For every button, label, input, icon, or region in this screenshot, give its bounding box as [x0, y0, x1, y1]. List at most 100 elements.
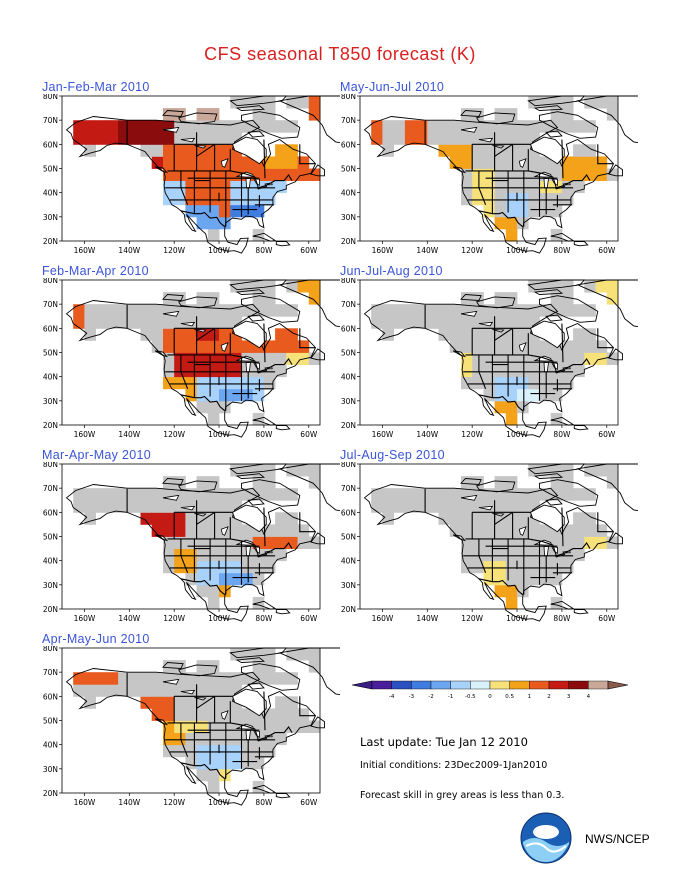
- grid-cell: [539, 572, 552, 586]
- legend-label: 4: [587, 694, 591, 700]
- grid-cell: [404, 304, 417, 317]
- grid-cell: [207, 388, 220, 402]
- lon-tick-label: 100W: [506, 430, 528, 439]
- grid-cell: [550, 560, 563, 574]
- grid-cell: [528, 316, 540, 329]
- grid-cell: [263, 304, 276, 317]
- grid-cell: [550, 292, 563, 305]
- lat-tick-label: 60N: [43, 140, 58, 149]
- grid-cell: [196, 132, 209, 145]
- grid-cell: [494, 400, 507, 414]
- border: [561, 139, 564, 179]
- grid-cell: [505, 132, 518, 145]
- coastline: [178, 112, 218, 125]
- grid-cell: [219, 144, 231, 157]
- grid-cell: [174, 708, 186, 721]
- grid-cell: [494, 524, 507, 537]
- grid-cell: [241, 340, 254, 353]
- grid-cell: [174, 352, 186, 365]
- lat-tick-label: 30N: [341, 213, 356, 222]
- grid-cell: [472, 352, 484, 365]
- grid-cell: [174, 536, 186, 549]
- grid-cell: [584, 352, 596, 365]
- lat-tick-label: 60N: [43, 508, 58, 517]
- legend-swatch: [548, 680, 569, 690]
- grid-cell: [219, 120, 231, 133]
- grid-cell: [517, 572, 529, 586]
- grid-cell: [129, 500, 141, 513]
- grid-cell: [438, 132, 451, 145]
- lake: [180, 321, 196, 327]
- grid-cell: [416, 132, 428, 145]
- grid-cell: [219, 316, 231, 329]
- grid-cell: [584, 536, 596, 549]
- grid-cell: [308, 280, 321, 293]
- grid-cell: [393, 132, 406, 145]
- grid-cell: [505, 536, 518, 549]
- grid-cell: [404, 500, 417, 513]
- lat-tick-label: 60N: [341, 324, 356, 333]
- grid-cell: [539, 120, 552, 133]
- border: [561, 507, 564, 547]
- grid-cell: [174, 560, 186, 574]
- grid-cell: [185, 512, 197, 525]
- grid-cell: [393, 316, 406, 329]
- coastline: [178, 480, 218, 493]
- grid-cell: [196, 500, 209, 513]
- grid-cell: [219, 720, 231, 733]
- panel-mar-apr-may: Mar-Apr-May 2010 80N 70N 60N 50N 40N 30N 20N 16…: [40, 448, 340, 628]
- grid-cell: [505, 572, 518, 586]
- lake: [162, 678, 180, 685]
- grid-cell: [219, 512, 231, 525]
- grid-cell: [427, 488, 439, 501]
- lon-tick-label: 120W: [163, 614, 185, 623]
- forecast-map: 80N 70N 60N 50N 40N 30N 20N 160W 140W 120W 100W 80W…: [341, 278, 638, 439]
- border: [263, 507, 266, 547]
- lake: [478, 137, 494, 143]
- grid-cell: [73, 684, 85, 697]
- lake: [220, 342, 229, 352]
- grid-cell: [118, 132, 130, 145]
- grid-cell: [196, 388, 209, 402]
- coastline: [573, 425, 589, 431]
- grid-cell: [371, 500, 383, 513]
- border: [180, 394, 226, 412]
- grid-cell: [207, 216, 220, 230]
- grid-cell: [230, 500, 242, 513]
- grid-cell: [427, 120, 439, 133]
- grid-cell: [505, 364, 518, 378]
- coastline: [241, 111, 301, 139]
- grid-cell: [308, 648, 321, 661]
- grid-cell: [84, 144, 96, 157]
- grid-cell: [494, 144, 507, 157]
- grid-cell: [263, 352, 276, 365]
- grid-cell: [382, 328, 394, 341]
- coastline: [247, 498, 265, 506]
- grid-cell: [461, 328, 473, 341]
- grid-cell: [472, 340, 484, 353]
- coastline: [278, 647, 340, 696]
- grid-cell: [461, 536, 473, 549]
- grid-cell: [163, 488, 175, 501]
- grid-cell: [219, 500, 231, 513]
- grid-cell: [185, 548, 197, 562]
- lon-tick-label: 120W: [163, 430, 185, 439]
- grid-cell: [174, 500, 186, 513]
- grid-cell: [230, 732, 242, 746]
- grid-cell: [230, 648, 242, 661]
- grid-cell: [84, 304, 96, 317]
- grid-cell: [449, 132, 462, 145]
- border: [167, 354, 293, 373]
- grid-cell: [308, 108, 321, 121]
- grid-cell: [140, 488, 153, 501]
- grid-cell: [472, 560, 484, 574]
- grid-cell: [427, 500, 439, 513]
- coastline: [247, 682, 265, 690]
- lon-tick-label: 60W: [300, 430, 318, 439]
- grid-cell: [308, 96, 321, 109]
- border: [561, 323, 564, 363]
- grid-cell: [151, 156, 164, 169]
- grid-cell: [196, 328, 209, 341]
- grid-cell: [561, 108, 574, 121]
- grid-cell: [382, 120, 394, 133]
